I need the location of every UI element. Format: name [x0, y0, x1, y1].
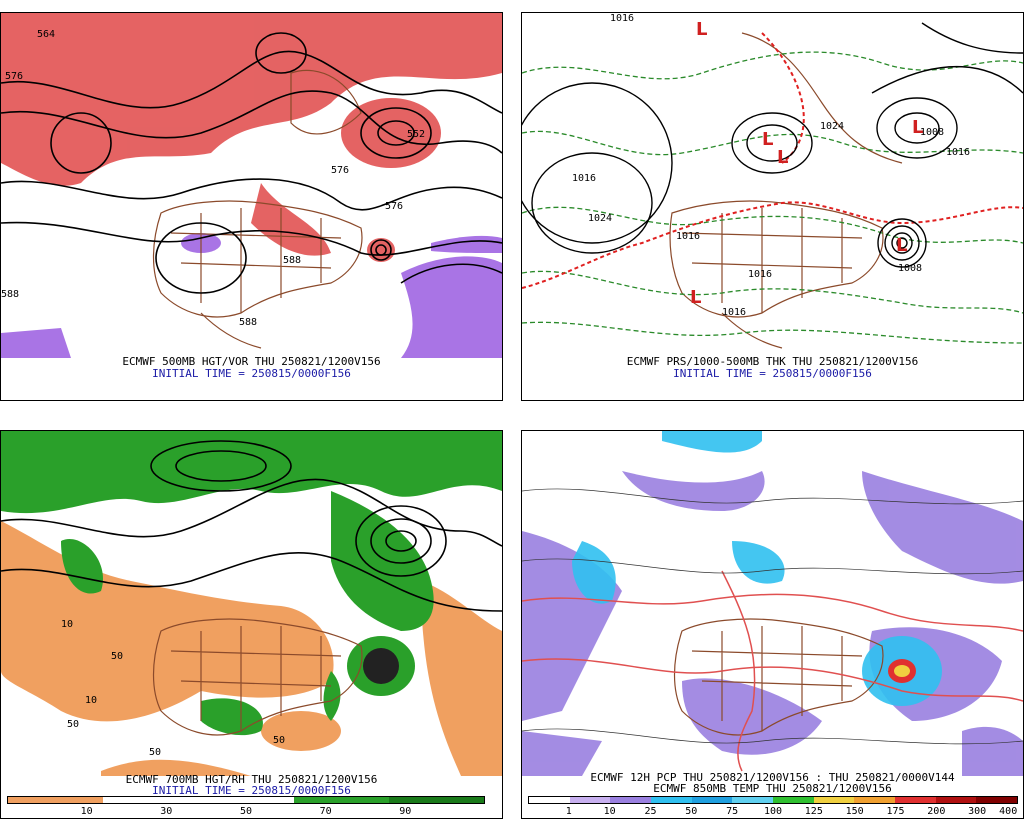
height-contours	[1, 440, 502, 612]
svg-text:L: L	[777, 147, 788, 168]
scale-tick: 1	[565, 806, 572, 817]
panel-12h-pcp-850mb-temp: ECMWF 12H PCP THU 250821/1200V156 : THU …	[521, 430, 1024, 819]
rh-label: 10	[61, 619, 73, 630]
contour-label: 576	[385, 201, 403, 212]
map-700mb: 10 50 10 50 50 50	[1, 431, 502, 776]
cyclone-core	[363, 648, 399, 684]
contour-label: 552	[407, 129, 425, 140]
isobar-label: 1008	[898, 263, 922, 274]
rh-colorbar	[7, 796, 485, 804]
contour-label: 576	[331, 165, 349, 176]
temp-caption: ECMWF 850MB TEMP THU 250821/1200V156	[653, 782, 892, 795]
initial-time: INITIAL TIME = 250815/0000F156	[152, 367, 351, 380]
map-precip	[522, 431, 1023, 776]
isobar-label: 1016	[610, 13, 634, 24]
land-borders	[152, 618, 363, 736]
scale-tick: 50	[239, 806, 253, 817]
contour-labels: 564 576 576 552 588 576 588 588	[1, 29, 425, 328]
scale-tick: 125	[804, 806, 823, 817]
scale-tick: 200	[927, 806, 946, 817]
pcp-colorbar	[528, 796, 1018, 804]
isobar-label: 1016	[572, 173, 596, 184]
panel-caption: ECMWF 700MB HGT/RH THU 250821/1200V156	[125, 773, 378, 786]
rh-label: 10	[85, 695, 97, 706]
land-borders	[669, 32, 903, 349]
rh-label: 50	[273, 735, 285, 746]
initial-time: INITIAL TIME = 250815/0000F156	[673, 367, 872, 380]
temperature-contours	[522, 570, 1023, 772]
scale-tick: 30	[160, 806, 173, 817]
heavy-precip-core	[888, 659, 916, 683]
contour-label: 588	[239, 317, 257, 328]
scale-tick: 50	[685, 806, 698, 817]
contour-label: 588	[283, 255, 301, 266]
isobar-label: 1016	[676, 231, 700, 242]
scale-tick: 175	[886, 806, 905, 817]
scale-tick: 10	[80, 806, 93, 817]
rh-scale-ticks: 10 30 50 70 90	[7, 806, 485, 818]
contour-label: 576	[5, 71, 23, 82]
panel-700mb-hgt-rh: 10 50 10 50 50 50 ECMWF 700MB HGT/RH THU…	[0, 430, 503, 819]
scale-tick: 25	[644, 806, 657, 817]
scale-tick: 150	[845, 806, 864, 817]
svg-text:L: L	[762, 129, 773, 150]
thickness-540-line	[522, 32, 1023, 289]
rh-moist-fill	[1, 431, 502, 736]
svg-text:L: L	[896, 235, 907, 256]
map-500mb: 564 576 576 552 588 576 588 588	[1, 13, 502, 358]
rh-label: 50	[67, 719, 79, 730]
scale-tick: 70	[319, 806, 332, 817]
isobar-label: 1024	[820, 121, 844, 132]
panel-caption: ECMWF 12H PCP THU 250821/1200V156 : THU …	[590, 771, 955, 784]
land-borders	[673, 618, 884, 736]
scale-tick: 300	[968, 806, 987, 817]
scale-tick: 100	[763, 806, 783, 817]
minor-contours	[522, 488, 1023, 745]
contour-label: 564	[37, 29, 55, 40]
scale-tick: 75	[726, 806, 739, 817]
contour-label: 588	[1, 289, 19, 300]
pcp-scale-ticks: 1 10 25 50 75 100 125 150 175 200 300 40…	[528, 806, 1018, 818]
thickness-contours	[522, 51, 1023, 344]
svg-text:L: L	[696, 19, 707, 40]
isobar-label: 1016	[748, 269, 772, 280]
land-borders	[152, 69, 363, 349]
scale-tick: 400	[999, 806, 1018, 817]
isobar-labels: 1016 1024 1016 1024 1008 1016 1016 1016 …	[572, 13, 970, 318]
isobar-label: 1024	[588, 213, 612, 224]
rh-label: 50	[111, 651, 123, 662]
height-contours	[1, 32, 502, 294]
low-markers: LL LL LL	[690, 19, 923, 308]
scale-tick: 90	[399, 806, 412, 817]
isobar-label: 1016	[722, 307, 746, 318]
isobar-label: 1008	[920, 127, 944, 138]
svg-text:L: L	[912, 117, 923, 138]
rh-label: 50	[149, 747, 161, 758]
panel-caption: ECMWF 500MB HGT/VOR THU 250821/1200V156	[122, 355, 381, 368]
panel-caption: ECMWF PRS/1000-500MB THK THU 250821/1200…	[626, 355, 919, 368]
panel-500mb-hgt-vor: 564 576 576 552 588 576 588 588 ECMWF 50…	[0, 12, 503, 401]
initial-time: INITIAL TIME = 250815/0000F156	[152, 784, 351, 797]
svg-text:L: L	[690, 287, 701, 308]
isobar-label: 1016	[946, 147, 970, 158]
isobars	[522, 22, 1023, 268]
rh-labels: 10 50 10 50 50 50	[61, 619, 285, 758]
scale-tick: 10	[603, 806, 616, 817]
